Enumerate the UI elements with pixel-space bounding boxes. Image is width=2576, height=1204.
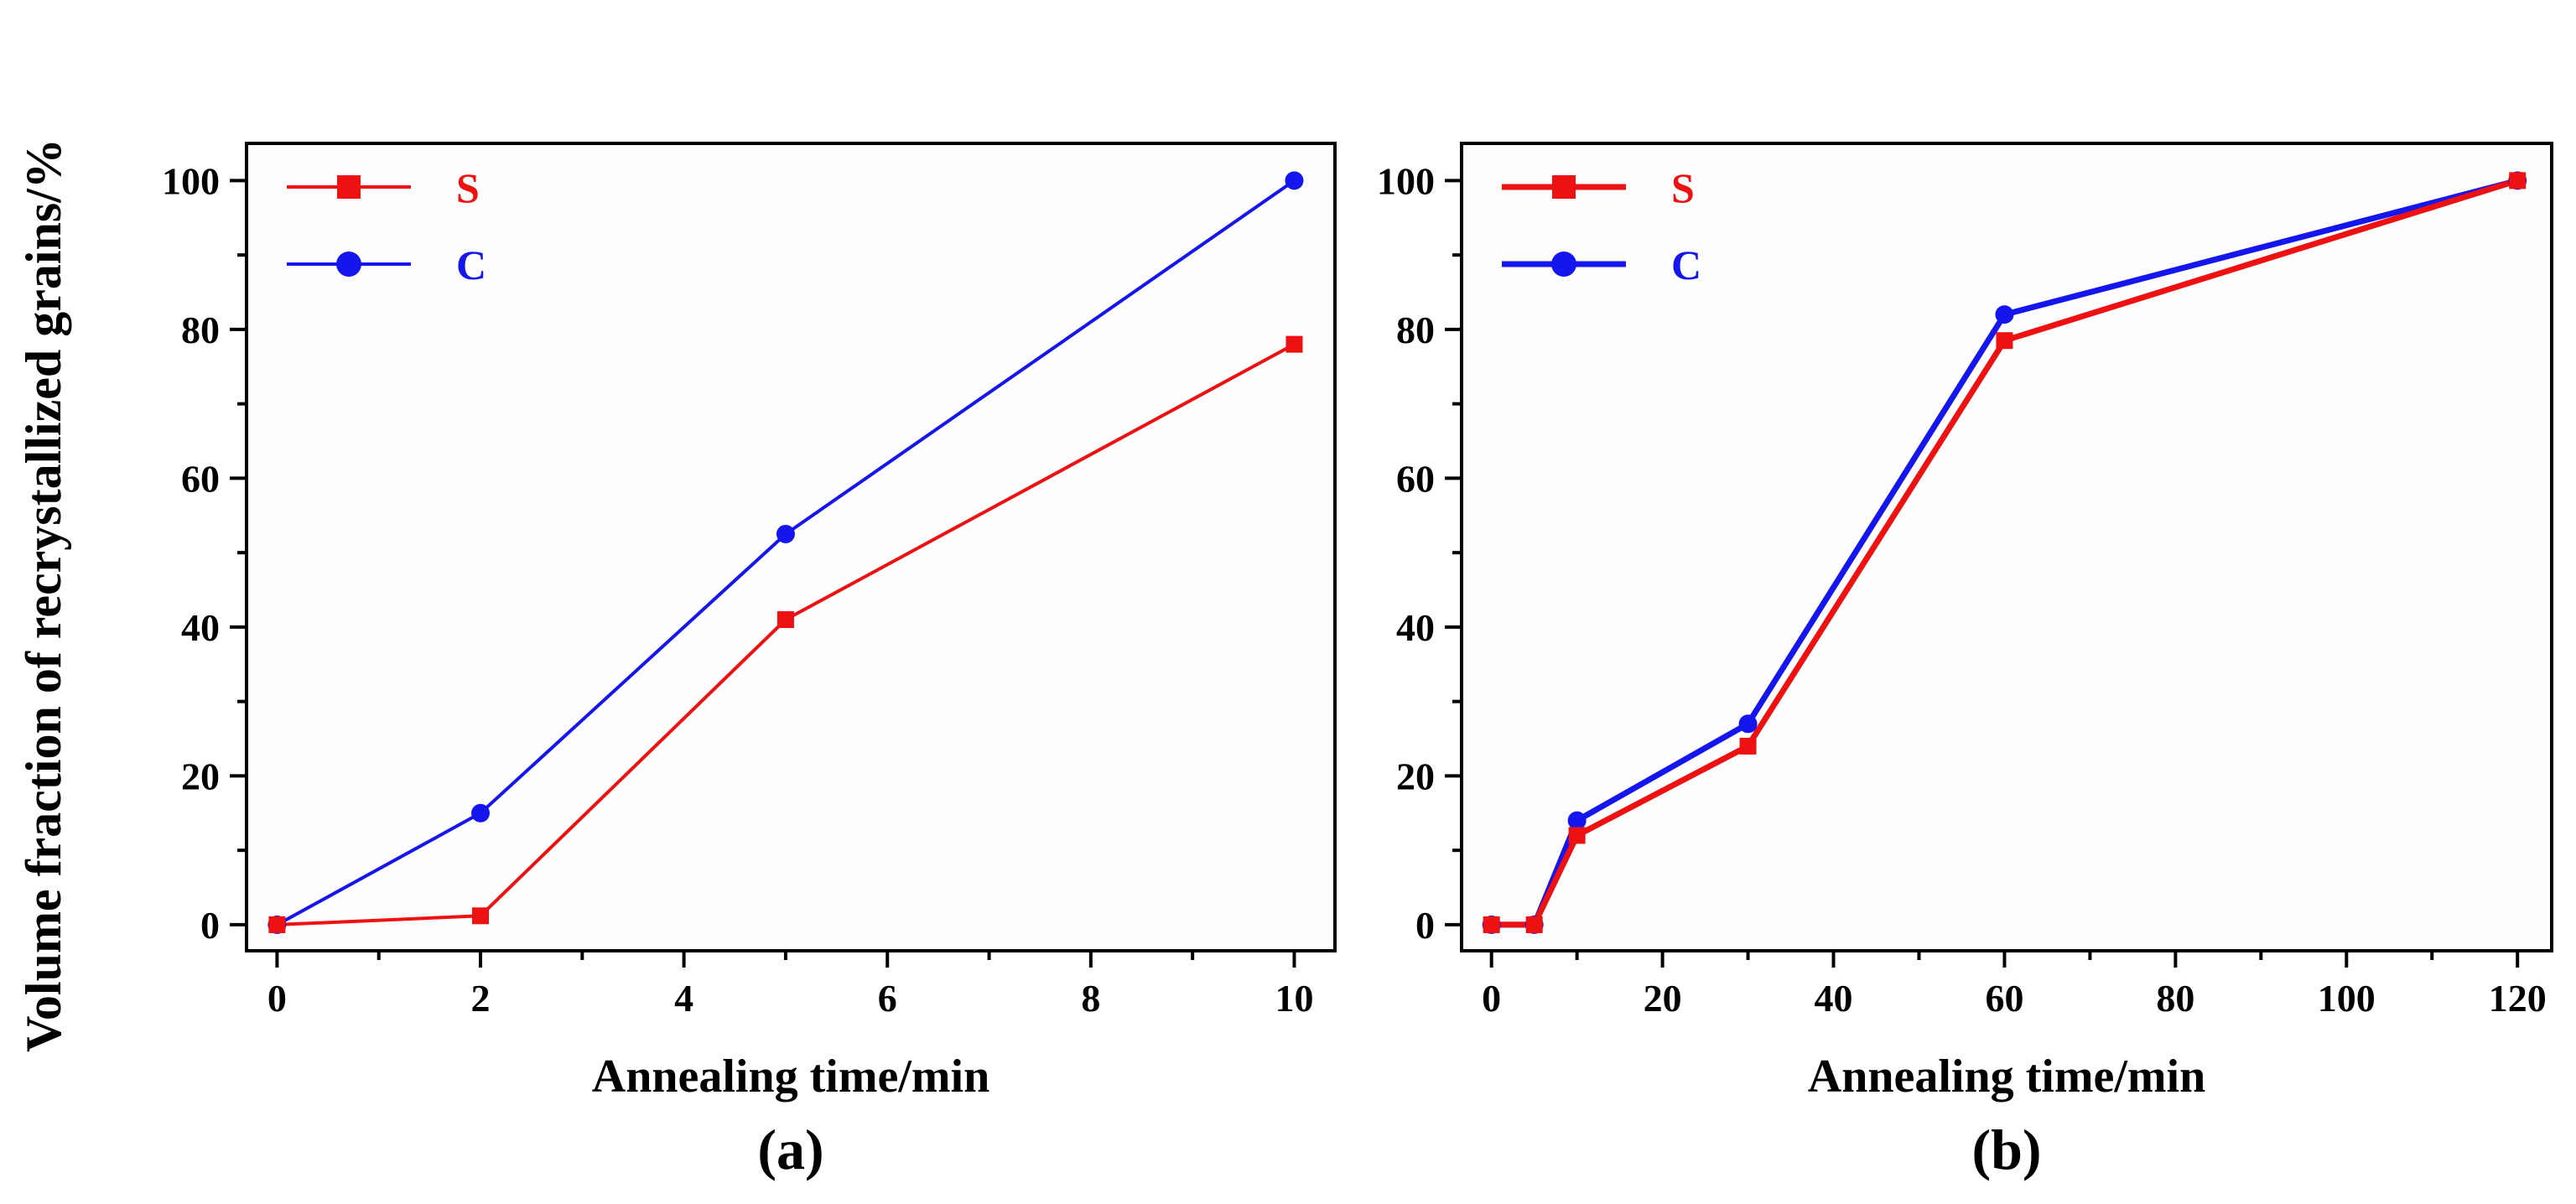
legend-label-c: C [1671, 241, 1701, 288]
x-tick-label: 4 [674, 977, 693, 1020]
y-axis-label: Volume fraction of recrystallized grains… [16, 138, 71, 1052]
x-tick-label: 40 [1815, 977, 1853, 1020]
legend-label-s: S [456, 164, 480, 211]
data-point-s [1996, 332, 2013, 350]
y-tick-label: 0 [200, 904, 220, 947]
data-point-s [1285, 335, 1303, 353]
x-tick-label: 6 [878, 977, 897, 1020]
data-point-c [776, 524, 795, 543]
x-tick-label: 20 [1644, 977, 1682, 1020]
y-tick-label: 40 [1396, 606, 1435, 649]
data-point-s [2509, 172, 2527, 189]
y-tick-label: 80 [181, 309, 220, 351]
legend-marker-s [1552, 175, 1576, 199]
legend-label-s: S [1671, 164, 1695, 211]
y-tick-label: 60 [181, 457, 220, 500]
x-tick-label: 80 [2156, 977, 2194, 1020]
data-point-s [268, 916, 286, 933]
y-tick-label: 20 [1396, 755, 1435, 797]
x-tick-label: 0 [1482, 977, 1501, 1020]
y-tick-label: 60 [1396, 457, 1435, 500]
y-tick-label: 0 [1415, 904, 1435, 947]
x-tick-label: 120 [2489, 977, 2547, 1020]
plot-area [1462, 143, 2552, 951]
data-point-s [1525, 916, 1543, 933]
x-tick-label: 8 [1081, 977, 1100, 1020]
series-line-c [276, 179, 1296, 926]
legend-label-c: C [456, 241, 486, 288]
data-point-c [1285, 171, 1304, 190]
data-point-s [1568, 827, 1586, 844]
panel-b: 0 20 40 60 80 100 120 0 20 40 60 80 100 SC Annealing t… [1377, 142, 2553, 1181]
panel-label: (a) [757, 1118, 823, 1181]
x-axis-label: Annealing time/min [592, 1051, 989, 1103]
x-tick-label: 100 [2318, 977, 2376, 1020]
y-tick-label: 100 [162, 159, 220, 202]
x-tick-label: 10 [1275, 977, 1313, 1020]
x-tick-label: 60 [1985, 977, 2023, 1020]
data-point-c [471, 803, 491, 823]
data-point-c [1738, 714, 1758, 734]
plot-frame [245, 142, 1337, 952]
y-tick-label: 100 [1377, 159, 1435, 202]
x-tick-label: 2 [471, 977, 491, 1020]
series-line-s [277, 342, 1296, 926]
legend-marker-s [337, 175, 361, 199]
data-point-s [1483, 916, 1500, 933]
data-point-s [1739, 737, 1757, 755]
panel-label: (b) [1971, 1118, 2041, 1181]
plot-frame [1460, 142, 2553, 952]
y-tick-label: 40 [181, 606, 220, 649]
data-point-s [776, 611, 794, 629]
x-axis-label: Annealing time/min [1808, 1051, 2205, 1103]
legend-marker-c [336, 252, 361, 277]
legend-marker-c [1551, 252, 1576, 277]
data-point-c [1567, 811, 1587, 830]
x-tick-label: 0 [267, 977, 287, 1020]
y-tick-label: 20 [181, 755, 220, 797]
y-tick-label: 80 [1396, 309, 1435, 351]
data-point-c [1995, 305, 2014, 324]
data-point-s [472, 907, 490, 925]
